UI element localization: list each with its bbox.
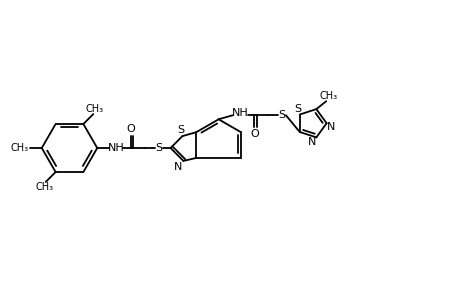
Text: CH₃: CH₃ — [85, 104, 103, 114]
Text: S: S — [177, 125, 184, 135]
Text: O: O — [249, 129, 258, 139]
Text: S: S — [294, 103, 301, 114]
Text: CH₃: CH₃ — [319, 91, 336, 101]
Text: S: S — [155, 143, 162, 153]
Text: N: N — [174, 162, 182, 172]
Text: CH₃: CH₃ — [36, 182, 54, 192]
Text: NH: NH — [231, 108, 248, 118]
Text: S: S — [278, 110, 285, 120]
Text: NH: NH — [107, 143, 124, 153]
Text: O: O — [126, 124, 135, 134]
Text: CH₃: CH₃ — [11, 143, 29, 153]
Text: N: N — [308, 137, 316, 147]
Text: N: N — [326, 122, 334, 132]
